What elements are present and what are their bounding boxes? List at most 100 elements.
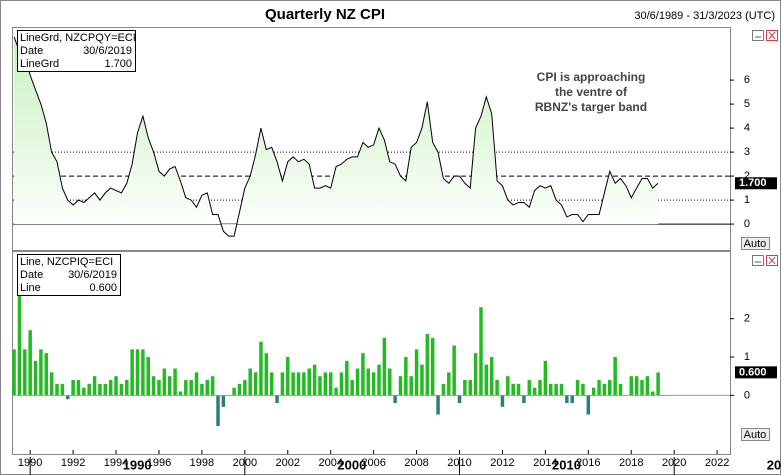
last-value-tag — [735, 177, 777, 190]
y-tick-label: 1 — [744, 194, 750, 206]
bar — [178, 391, 183, 396]
bar — [157, 380, 161, 396]
bar — [613, 357, 617, 396]
x-tick-label: 1996 — [147, 457, 171, 469]
major-tick-label: 2000 — [337, 457, 366, 472]
info-series: Line, NZCPIQ=ECI — [20, 256, 113, 268]
x-tick-label: 2022 — [705, 457, 729, 469]
bar — [495, 380, 499, 396]
bar — [404, 357, 408, 396]
bar — [656, 372, 660, 396]
info-date: 30/6/2019 — [83, 45, 132, 57]
panel-controls[interactable] — [752, 30, 778, 266]
bar — [489, 357, 494, 396]
bar — [388, 368, 392, 396]
bar — [39, 349, 43, 396]
last-value-tag — [735, 366, 777, 379]
bar — [549, 383, 553, 396]
bar — [377, 364, 381, 396]
bar — [162, 368, 167, 396]
auto-button[interactable] — [741, 237, 770, 250]
x-tick-label: 2018 — [619, 457, 643, 469]
bar — [253, 372, 258, 396]
bar — [167, 376, 172, 396]
x-tick-label: 1998 — [190, 457, 214, 469]
bar — [468, 380, 472, 396]
bar — [511, 383, 515, 396]
bar — [608, 380, 612, 396]
bar — [33, 360, 38, 396]
bar — [189, 380, 193, 396]
bar — [103, 383, 108, 396]
bar — [334, 387, 338, 396]
bar — [275, 395, 279, 404]
bar — [355, 368, 360, 396]
bar — [296, 372, 301, 396]
x-tick-label: 2004 — [318, 457, 342, 469]
bar — [82, 387, 86, 396]
minimize-button[interactable] — [752, 30, 764, 41]
bar — [146, 357, 150, 396]
major-tick-label: 2020 — [767, 457, 781, 472]
x-tick-label: 1992 — [61, 457, 85, 469]
bar — [457, 395, 462, 404]
bar — [640, 380, 644, 396]
info-value: 0.600 — [89, 282, 117, 294]
last-value-label: 1.700 — [739, 177, 767, 189]
bar — [506, 376, 510, 396]
info-date-label: Date — [20, 269, 43, 281]
bar — [366, 368, 371, 396]
info-value: 1.700 — [104, 58, 132, 70]
bar — [216, 395, 220, 427]
bar — [629, 376, 633, 396]
bar — [210, 376, 215, 396]
bar — [361, 353, 365, 396]
bar — [484, 364, 489, 396]
bar — [302, 372, 306, 396]
bar — [65, 395, 70, 400]
bar — [559, 383, 564, 396]
bar — [436, 395, 440, 415]
bar — [441, 383, 446, 396]
minimize-button[interactable] — [752, 255, 764, 266]
last-value-label: 0.600 — [739, 366, 767, 378]
bar — [597, 380, 601, 396]
bar — [323, 372, 328, 396]
bar — [500, 395, 505, 407]
bar — [114, 376, 118, 396]
bar — [205, 380, 210, 396]
auto-label: Auto — [744, 238, 767, 250]
auto-button[interactable] — [741, 428, 770, 441]
major-tick-label: 2010 — [552, 457, 581, 472]
bar — [570, 395, 574, 404]
chart-title: Quarterly NZ CPI — [265, 6, 385, 23]
bar — [12, 349, 16, 396]
bar — [286, 357, 290, 396]
bar — [618, 383, 623, 396]
bar — [645, 376, 650, 396]
bar — [350, 380, 354, 396]
bar — [382, 337, 387, 396]
bar — [581, 383, 585, 396]
bar — [221, 395, 226, 407]
bar — [328, 372, 333, 396]
info-box — [17, 254, 121, 296]
bar — [98, 383, 102, 396]
y-tick-label: 2 — [744, 313, 750, 325]
bar — [243, 380, 247, 396]
icon — [768, 256, 776, 265]
area — [14, 36, 659, 237]
bar — [49, 372, 54, 396]
x-tick-label: 2012 — [490, 457, 514, 469]
date-range: 30/6/1989 - 31/3/2023 (UTC) — [634, 10, 775, 22]
bar — [516, 383, 521, 396]
bar — [339, 372, 344, 396]
bar — [591, 387, 596, 396]
bar — [554, 383, 558, 396]
bar — [60, 383, 65, 396]
annotation: CPI is approaching — [537, 70, 646, 84]
info-value-label: Line — [20, 282, 41, 294]
bar — [473, 353, 478, 396]
y-tick-label: 3 — [744, 146, 750, 158]
bar — [280, 372, 285, 396]
